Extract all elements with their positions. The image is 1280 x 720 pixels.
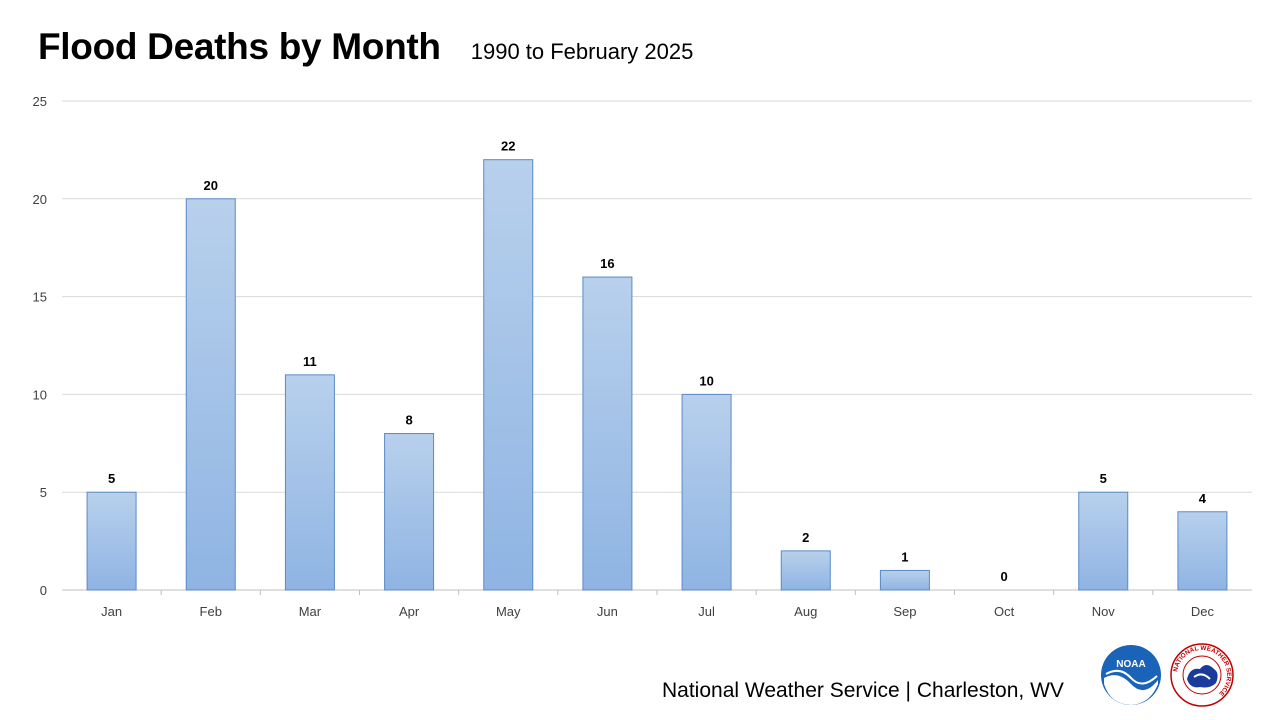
bars [86, 159, 1228, 591]
footer-credit: National Weather Service | Charleston, W… [662, 679, 1064, 702]
y-tick-label: 20 [33, 192, 47, 207]
chart-title: Flood Deaths by Month [38, 26, 441, 67]
x-tick-label-mar: Mar [299, 604, 322, 619]
x-axis-ticks: Jan Feb Mar Apr May Jun Jul Aug Sep Oct Nov Dec [101, 604, 1214, 619]
data-label-jan: 5 [108, 471, 115, 486]
data-label-may: 22 [501, 139, 515, 154]
data-label-oct: 0 [1000, 569, 1007, 584]
bar-nov [1078, 491, 1129, 591]
data-label-dec: 4 [1199, 491, 1207, 506]
data-label-aug: 2 [802, 530, 809, 545]
bar-jan [86, 491, 137, 591]
x-tick-label-apr: Apr [399, 604, 420, 619]
x-tick-label-sep: Sep [893, 604, 916, 619]
y-tick-label: 10 [33, 387, 47, 402]
data-label-jun: 16 [600, 256, 614, 271]
nws-logo: NATIONAL WEATHER SERVICE [1170, 643, 1234, 707]
bar-jul [681, 393, 732, 591]
y-tick-label: 5 [40, 485, 47, 500]
noaa-logo: NOAA [1101, 645, 1161, 705]
x-tick-label-oct: Oct [994, 604, 1015, 619]
bar-apr [384, 433, 435, 591]
bar-feb [185, 198, 236, 591]
data-label-mar: 11 [303, 354, 317, 369]
data-label-nov: 5 [1100, 471, 1107, 486]
y-axis-ticks: 0 5 10 15 20 25 [33, 94, 47, 598]
title-row: Flood Deaths by Month 1990 to February 2… [38, 26, 693, 68]
x-tick-label-nov: Nov [1092, 604, 1116, 619]
y-tick-label: 15 [33, 290, 47, 305]
x-tick-label-jul: Jul [698, 604, 715, 619]
y-tick-label: 0 [40, 583, 47, 598]
x-tick-label-jan: Jan [101, 604, 122, 619]
gridlines [62, 100, 1252, 595]
y-tick-label: 25 [33, 94, 47, 109]
bar-sep [879, 569, 930, 591]
chart-subtitle: 1990 to February 2025 [470, 39, 694, 64]
x-tick-label-jun: Jun [597, 604, 618, 619]
noaa-logo-text: NOAA [1116, 659, 1145, 670]
x-tick-label-may: May [496, 604, 521, 619]
data-label-apr: 8 [405, 413, 412, 428]
bar-may [483, 159, 534, 591]
bar-jun [582, 276, 633, 591]
bar-aug [780, 550, 831, 591]
x-tick-label-aug: Aug [794, 604, 817, 619]
x-tick-label-dec: Dec [1191, 604, 1215, 619]
data-label-feb: 20 [204, 178, 218, 193]
data-label-sep: 1 [901, 549, 908, 564]
data-label-jul: 10 [699, 373, 713, 388]
bar-dec [1177, 511, 1228, 591]
x-tick-label-feb: Feb [200, 604, 222, 619]
bar-mar [284, 374, 335, 591]
